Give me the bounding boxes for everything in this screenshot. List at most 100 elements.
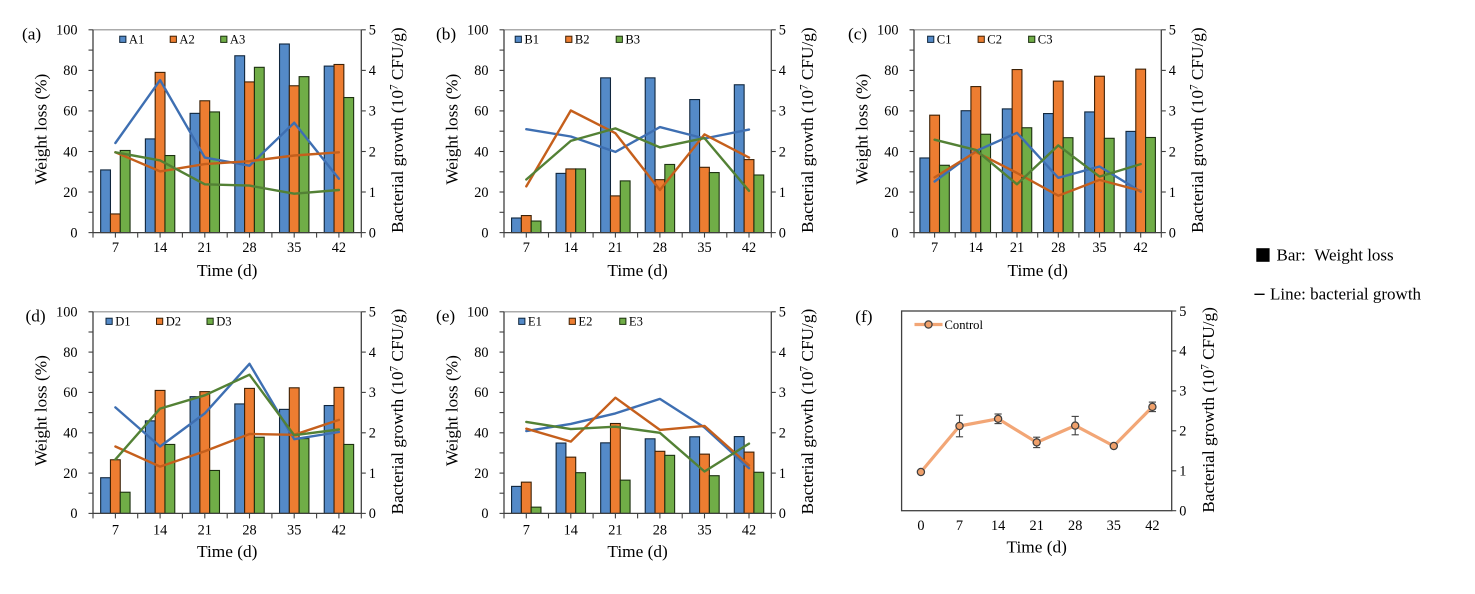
svg-text:28: 28: [1051, 240, 1065, 256]
svg-text:2: 2: [779, 426, 786, 442]
svg-text:0: 0: [917, 518, 924, 534]
svg-text:C2: C2: [987, 33, 1002, 47]
svg-text:A3: A3: [230, 33, 245, 47]
svg-text:21: 21: [608, 240, 622, 256]
svg-text:B1: B1: [524, 33, 539, 47]
svg-text:60: 60: [474, 385, 488, 401]
svg-text:42: 42: [1145, 518, 1159, 534]
svg-text:35: 35: [697, 240, 711, 256]
svg-text:4: 4: [779, 345, 786, 361]
svg-text:(b): (b): [436, 24, 456, 43]
svg-text:1: 1: [369, 466, 376, 482]
svg-text:7: 7: [112, 522, 119, 538]
svg-text:35: 35: [287, 522, 301, 538]
svg-text:5: 5: [1179, 304, 1186, 320]
svg-text:42: 42: [742, 240, 756, 256]
svg-text:B2: B2: [575, 33, 590, 47]
svg-text:21: 21: [608, 522, 622, 538]
svg-text:1: 1: [1179, 464, 1186, 480]
svg-text:Bacterial growth (107 CFU/g): Bacterial growth (107 CFU/g): [1199, 307, 1218, 513]
svg-text:80: 80: [63, 345, 77, 361]
svg-text:Time (d): Time (d): [1007, 538, 1067, 557]
svg-text:(c): (c): [848, 24, 867, 43]
svg-text:5: 5: [369, 23, 376, 39]
svg-text:1: 1: [779, 185, 786, 201]
svg-text:Time (d): Time (d): [1008, 261, 1068, 280]
svg-text:28: 28: [242, 240, 256, 256]
svg-text:7: 7: [523, 522, 530, 538]
svg-text:3: 3: [369, 104, 376, 120]
svg-text:20: 20: [474, 185, 488, 201]
svg-text:(e): (e): [436, 306, 455, 325]
svg-text:Weight loss (%): Weight loss (%): [32, 74, 51, 185]
svg-text:A1: A1: [129, 33, 144, 47]
svg-text:3: 3: [1179, 384, 1186, 400]
svg-text:100: 100: [56, 23, 77, 39]
svg-text:2: 2: [369, 426, 376, 442]
svg-text:40: 40: [63, 144, 77, 160]
svg-text:Time (d): Time (d): [197, 261, 257, 280]
svg-text:0: 0: [481, 225, 488, 241]
svg-text:E3: E3: [629, 315, 643, 329]
svg-text:D2: D2: [166, 315, 181, 329]
svg-text:4: 4: [1179, 344, 1186, 360]
svg-text:7: 7: [523, 240, 530, 256]
svg-text:Bacterial growth (107 CFU/g): Bacterial growth (107 CFU/g): [798, 27, 817, 233]
svg-text:0: 0: [481, 506, 488, 522]
svg-text:28: 28: [1068, 518, 1082, 534]
svg-text:4: 4: [779, 63, 786, 79]
svg-text:3: 3: [779, 385, 786, 401]
svg-text:Bacterial growth (107 CFU/g): Bacterial growth (107 CFU/g): [1188, 27, 1207, 233]
svg-text:20: 20: [63, 466, 77, 482]
svg-text:21: 21: [198, 240, 212, 256]
svg-text:14: 14: [991, 518, 1005, 534]
svg-text:E2: E2: [578, 315, 592, 329]
svg-text:5: 5: [779, 23, 786, 39]
svg-text:100: 100: [877, 23, 898, 39]
svg-text:28: 28: [653, 240, 667, 256]
svg-text:100: 100: [56, 305, 77, 321]
svg-text:14: 14: [153, 240, 167, 256]
svg-text:4: 4: [1169, 63, 1176, 79]
svg-text:Time (d): Time (d): [607, 261, 667, 280]
svg-text:E1: E1: [528, 315, 542, 329]
svg-text:4: 4: [369, 345, 376, 361]
svg-text:0: 0: [891, 225, 898, 241]
svg-text:40: 40: [474, 144, 488, 160]
svg-text:42: 42: [742, 522, 756, 538]
svg-text:7: 7: [956, 518, 963, 534]
svg-text:35: 35: [1107, 518, 1121, 534]
svg-text:Weight loss (%): Weight loss (%): [853, 74, 872, 185]
svg-text:5: 5: [369, 305, 376, 321]
svg-text:60: 60: [474, 104, 488, 120]
svg-text:C1: C1: [937, 33, 952, 47]
svg-text:0: 0: [1169, 225, 1176, 241]
svg-text:80: 80: [474, 345, 488, 361]
svg-text:28: 28: [242, 522, 256, 538]
svg-text:5: 5: [1169, 23, 1176, 39]
svg-text:5: 5: [779, 305, 786, 321]
svg-text:7: 7: [931, 240, 938, 256]
svg-text:Bacterial growth (107 CFU/g): Bacterial growth (107 CFU/g): [798, 309, 817, 515]
svg-text:Weight loss (%): Weight loss (%): [32, 355, 51, 466]
svg-text:2: 2: [369, 144, 376, 160]
svg-text:2: 2: [1179, 424, 1186, 440]
svg-text:7: 7: [112, 240, 119, 256]
svg-text:20: 20: [63, 185, 77, 201]
svg-text:35: 35: [1092, 240, 1106, 256]
svg-text:42: 42: [1134, 240, 1148, 256]
svg-text:21: 21: [1010, 240, 1024, 256]
svg-text:100: 100: [467, 23, 488, 39]
svg-text:0: 0: [70, 225, 77, 241]
svg-text:0: 0: [369, 506, 376, 522]
svg-text:100: 100: [467, 305, 488, 321]
svg-text:0: 0: [70, 506, 77, 522]
svg-text:60: 60: [63, 385, 77, 401]
svg-text:14: 14: [564, 522, 578, 538]
svg-text:80: 80: [474, 63, 488, 79]
svg-text:28: 28: [653, 522, 667, 538]
svg-text:Time (d): Time (d): [607, 542, 667, 561]
svg-text:35: 35: [697, 522, 711, 538]
svg-text:1: 1: [779, 466, 786, 482]
svg-text:(d): (d): [26, 306, 46, 325]
